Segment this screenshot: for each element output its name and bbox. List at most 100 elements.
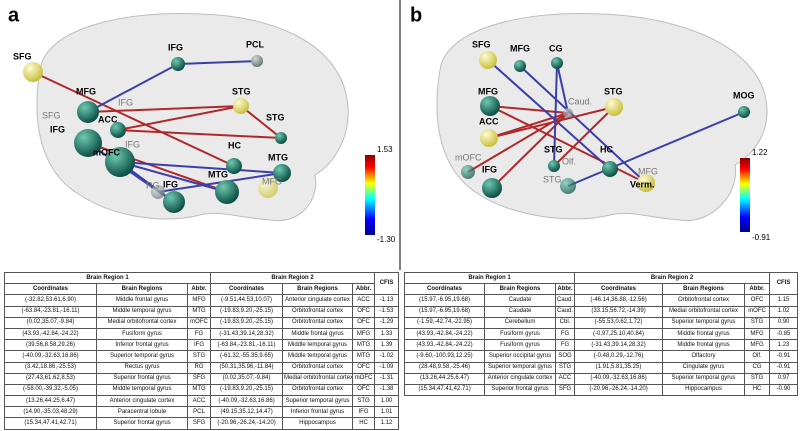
edge bbox=[553, 62, 558, 167]
cell: (-0.97,25.10,40.84) bbox=[574, 327, 664, 341]
table-row: (43.93,-42.84,-24.22) Fusiform gyrus FG (-3… bbox=[404, 339, 799, 352]
cell: -1.53 bbox=[374, 305, 400, 318]
cell: (-19.83,9.20,-25.15) bbox=[210, 305, 284, 318]
cell: (-58.00,-39.32,-5.05) bbox=[4, 383, 97, 397]
table-row: (13.26,44.25,6.47) Anterior cingulate cor… bbox=[404, 372, 799, 385]
cell: Orbitofrontal cortex bbox=[282, 305, 354, 318]
cell: OFC bbox=[744, 294, 771, 307]
group-header: Brain Region 2 bbox=[574, 271, 771, 285]
cell: ACC bbox=[186, 395, 212, 408]
cell: Superior temporal gyrus bbox=[662, 372, 746, 385]
edge bbox=[519, 65, 647, 184]
cell: (-19.83,9.20,-25.15) bbox=[210, 316, 284, 329]
cell: (-1.59,-42.74,-22.95) bbox=[404, 316, 485, 329]
cell: Caudate bbox=[484, 305, 556, 318]
edge bbox=[117, 105, 242, 131]
cell: (-9.51,44.53,10.07) bbox=[210, 294, 284, 307]
cell: (-40.09,-32.63,16.86) bbox=[574, 372, 664, 385]
column-header: Abbr. bbox=[352, 283, 376, 296]
cell: mOFC bbox=[352, 372, 376, 385]
cell: (13.26,44.25,6.47) bbox=[4, 395, 97, 408]
node bbox=[258, 178, 278, 198]
cell: Superior frontal gyrus bbox=[96, 417, 188, 430]
cell: -1.13 bbox=[374, 294, 400, 307]
edge bbox=[119, 161, 228, 193]
cell: (-46.14,36.88,-12.56) bbox=[574, 294, 664, 307]
node bbox=[163, 191, 185, 213]
node-label: Olf. bbox=[562, 156, 576, 166]
cell: -1.38 bbox=[374, 383, 400, 397]
cell: (-9.60,-100.93,12.25) bbox=[404, 350, 485, 363]
table-row: (15.34,47.41,42.71) Superior frontal gyru… bbox=[404, 383, 799, 397]
node bbox=[560, 178, 576, 194]
table-row: (-1.59,-42.74,-22.95) Cerebellum Cbl. (-55.… bbox=[404, 316, 799, 329]
cell: Medial orbitofrontal cortex bbox=[96, 316, 188, 329]
table-row: (15.97,-6.95,19.68) Caudate Caud. (-46.14,3… bbox=[404, 294, 799, 307]
column-header: Abbr. bbox=[186, 283, 212, 296]
cell: ACC bbox=[352, 294, 376, 307]
cell: -0.91 bbox=[769, 350, 799, 363]
panel-label: a bbox=[8, 4, 20, 26]
node bbox=[480, 96, 500, 116]
node bbox=[105, 147, 135, 177]
cell: 1.12 bbox=[374, 417, 400, 430]
cell: Fusiform gyrus bbox=[484, 339, 556, 352]
cell: (-31.43,39.14,28.32) bbox=[210, 327, 284, 341]
cell: -1.02 bbox=[374, 350, 400, 363]
node-label: MFG bbox=[76, 86, 96, 96]
cell: STG bbox=[744, 316, 771, 329]
cell: Olfactory bbox=[662, 350, 746, 363]
node-label: Verm. bbox=[630, 179, 655, 189]
cell: -0.85 bbox=[769, 327, 799, 341]
cell: Anterior cingulate cortex bbox=[96, 395, 188, 408]
node bbox=[514, 60, 526, 72]
cell: mOFC bbox=[186, 316, 212, 329]
cell: (-20.96,-26.24,-14.20) bbox=[574, 383, 664, 397]
cell: Middle temporal gyrus bbox=[282, 350, 354, 363]
table-row: (27.43,61.62,8.53) Superior frontal gyrus… bbox=[4, 372, 400, 385]
cell: PCL bbox=[186, 406, 212, 419]
cell: MFG bbox=[186, 294, 212, 307]
cell: 1.33 bbox=[374, 327, 400, 341]
edge bbox=[556, 62, 569, 114]
cell: OFC bbox=[352, 361, 376, 374]
group-header: CFIS bbox=[769, 271, 799, 296]
table-row: (28.48,9.58,-25.46) Superior temporal gyr… bbox=[404, 361, 799, 374]
cell: 1.23 bbox=[769, 339, 799, 352]
header-row: Brain Region 1 Brain Region 2 CFIS bbox=[403, 271, 799, 296]
cell: Caudate bbox=[484, 294, 556, 307]
cell: MTG bbox=[352, 339, 376, 352]
table-row: (-63.84,-23.81,-16.11) Middle temporal gy… bbox=[4, 305, 400, 318]
cell: (1.91,5.81,35.25) bbox=[574, 361, 664, 374]
column-header: Coordinates bbox=[574, 283, 664, 296]
colorbar bbox=[365, 155, 375, 235]
cell: IFG bbox=[352, 406, 376, 419]
edge bbox=[553, 106, 615, 167]
edge bbox=[117, 129, 282, 139]
node-label: SFG bbox=[472, 39, 491, 49]
cell: STG bbox=[744, 372, 771, 385]
table-row: (-32.82,53.61,6.90) Middle frontal gyrus M… bbox=[4, 294, 400, 307]
cell: 1.15 bbox=[769, 294, 799, 307]
cell: MTG bbox=[352, 350, 376, 363]
cell: (28.48,9.58,-25.46) bbox=[404, 361, 485, 374]
edge bbox=[177, 60, 258, 65]
cell: Inferior frontal gyrus bbox=[96, 339, 188, 352]
column-header: Brain Regions bbox=[662, 283, 746, 296]
cell: (15.97,-6.95,19.68) bbox=[404, 294, 485, 307]
cell: (33.15,56.72,-14.39) bbox=[574, 305, 664, 318]
cell: (15.97,-6.95,19.68) bbox=[404, 305, 485, 318]
panel-label: b bbox=[410, 4, 422, 26]
cell: FG bbox=[186, 327, 212, 341]
column-header: Brain Regions bbox=[282, 283, 354, 296]
node-label: IFG bbox=[482, 164, 497, 174]
table-row: (43.93,-42.84,-24.22) Fusiform gyrus FG (-3… bbox=[4, 327, 400, 341]
column-header: Abbr. bbox=[744, 283, 771, 296]
node-label: IFG bbox=[163, 179, 178, 189]
cell: (43.93,-42.84,-24.22) bbox=[404, 327, 485, 341]
cell: Anterior cingulate cortex bbox=[282, 294, 354, 307]
node-label: SFG bbox=[42, 110, 61, 120]
node-label: MFG bbox=[478, 86, 498, 96]
node bbox=[151, 185, 165, 199]
